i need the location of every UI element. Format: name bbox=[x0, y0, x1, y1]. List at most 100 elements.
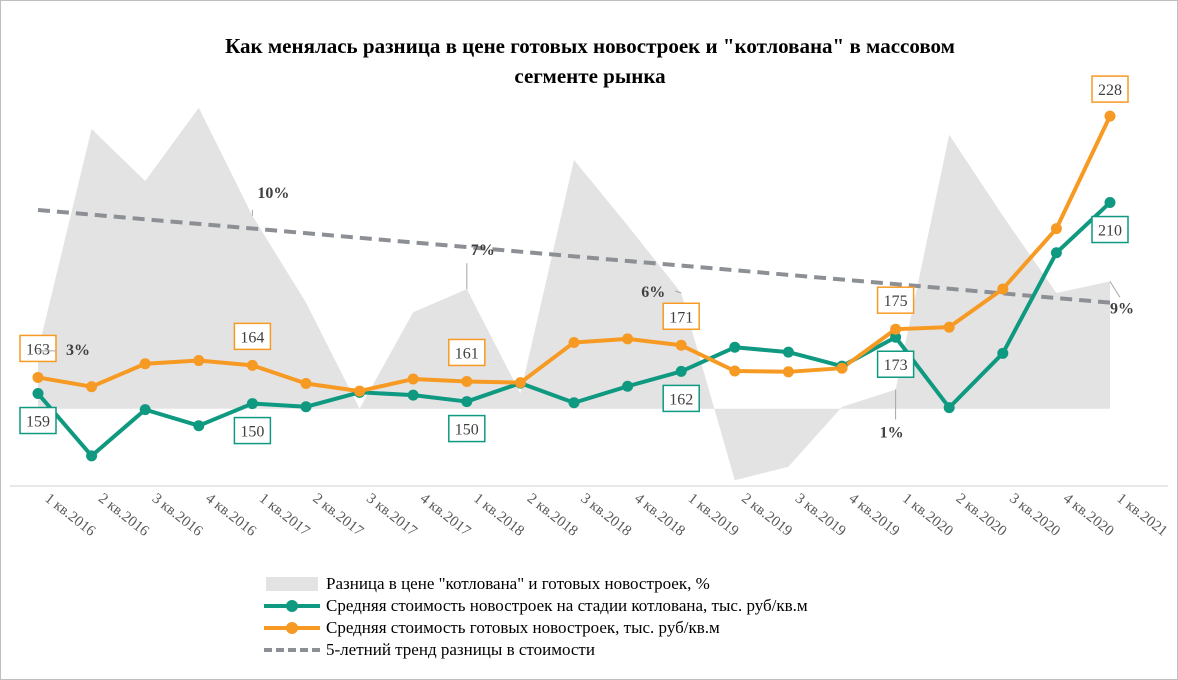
legend-label-difference: Разница в цене "котлована" и готовых нов… bbox=[326, 574, 710, 593]
x-tick-label: 3 кв.2018 bbox=[578, 491, 635, 540]
ready-price-point-9 bbox=[514, 377, 526, 389]
x-tick-label: 3 кв.2016 bbox=[149, 491, 206, 540]
x-tick-label: 2 кв.2019 bbox=[738, 491, 795, 540]
chart-title-line-1: Как менялась разница в цене готовых ново… bbox=[225, 34, 955, 58]
x-tick-label: 2 кв.2017 bbox=[310, 491, 367, 540]
value-label-box bbox=[662, 302, 700, 331]
ready-price-point-15 bbox=[836, 362, 848, 374]
percent-label: 1% bbox=[880, 425, 904, 442]
x-tick-label: 1 кв.2016 bbox=[42, 491, 99, 540]
legend-dashed-line-swatch bbox=[262, 639, 322, 661]
value-label: 210 bbox=[1098, 223, 1122, 240]
foundation-price-point-0 bbox=[32, 388, 44, 400]
value-label-box bbox=[19, 334, 57, 363]
ready-price-point-13 bbox=[729, 365, 741, 377]
value-label: 164 bbox=[240, 329, 264, 346]
x-tick-label: 4 кв.2020 bbox=[1060, 491, 1117, 540]
legend-orange-line-swatch bbox=[262, 617, 322, 639]
ready-price-point-7 bbox=[407, 373, 419, 385]
value-label-box bbox=[876, 350, 915, 378]
legend-item-ready-price: Средняя стоимость готовых новостроек, ты… bbox=[262, 617, 962, 639]
chart-legend: Разница в цене "котлована" и готовых нов… bbox=[262, 573, 962, 661]
x-tick-label: 2 кв.2020 bbox=[953, 491, 1010, 540]
ready-price-point-6 bbox=[354, 385, 366, 397]
percent-label-leader bbox=[1109, 281, 1121, 298]
chart-title-line-2: сегменте рынка bbox=[514, 64, 666, 88]
value-label-box bbox=[1091, 75, 1129, 103]
ready-price-point-16 bbox=[890, 323, 902, 335]
ready-price-point-3 bbox=[193, 355, 205, 367]
foundation-price-point-7 bbox=[407, 389, 419, 401]
legend-item-foundation-price: Средняя стоимость новостроек на стадии к… bbox=[262, 595, 962, 617]
value-label: 159 bbox=[26, 414, 50, 431]
foundation-price-point-16 bbox=[890, 331, 902, 343]
foundation-price-point-4 bbox=[246, 398, 258, 410]
foundation-price-point-3 bbox=[193, 420, 205, 432]
legend-item-difference: Разница в цене "котлована" и готовых нов… bbox=[262, 573, 962, 595]
foundation-price-point-13 bbox=[729, 341, 741, 353]
ready-price-point-19 bbox=[1050, 223, 1062, 235]
percent-label: 7% bbox=[471, 242, 495, 259]
foundation-price-point-19 bbox=[1050, 247, 1062, 259]
value-label: 163 bbox=[26, 341, 50, 358]
x-tick-label: 1 кв.2019 bbox=[685, 491, 742, 540]
value-label: 173 bbox=[884, 357, 908, 374]
x-tick-label: 4 кв.2017 bbox=[417, 491, 474, 540]
legend-label-foundation-price: Средняя стоимость новостроек на стадии к… bbox=[326, 596, 808, 615]
value-label-box bbox=[662, 384, 700, 413]
legend-item-trend: 5-летний тренд разницы в стоимости bbox=[262, 639, 962, 661]
value-label-box bbox=[448, 414, 486, 443]
percent-label-leader bbox=[675, 290, 682, 294]
percent-label: 9% bbox=[1110, 300, 1134, 317]
value-label: 161 bbox=[455, 345, 479, 362]
legend-area-swatch bbox=[262, 573, 322, 595]
value-label-box bbox=[1091, 215, 1129, 244]
value-label-box bbox=[448, 338, 486, 367]
legend-green-line-swatch bbox=[262, 595, 322, 617]
x-tick-label: 4 кв.2016 bbox=[202, 491, 259, 540]
x-tick-label: 1 кв.2020 bbox=[899, 491, 956, 540]
foundation-price-point-14 bbox=[782, 346, 794, 358]
ready-price-point-12 bbox=[675, 339, 687, 351]
legend-label-trend: 5-летний тренд разницы в стоимости bbox=[326, 640, 595, 659]
ready-price-point-11 bbox=[622, 333, 634, 345]
x-tick-label: 2 кв.2016 bbox=[95, 491, 152, 540]
ready-price-point-8 bbox=[461, 375, 473, 387]
ready-price-point-10 bbox=[568, 336, 580, 348]
foundation-price-point-18 bbox=[997, 347, 1009, 359]
foundation-price-point-10 bbox=[568, 397, 580, 409]
x-tick-label: 1 кв.2018 bbox=[470, 491, 527, 540]
ready-price-point-1 bbox=[86, 381, 98, 393]
foundation-price-point-20 bbox=[1104, 197, 1116, 209]
percent-label: 6% bbox=[641, 284, 665, 301]
x-tick-label: 3 кв.2017 bbox=[363, 491, 420, 540]
foundation-price-point-8 bbox=[461, 396, 473, 408]
value-label-box bbox=[19, 406, 57, 435]
percent-label: 10% bbox=[257, 185, 289, 202]
ready-price-point-17 bbox=[943, 321, 955, 333]
trend-line bbox=[37, 208, 1111, 305]
x-tick-label: 4 кв.2019 bbox=[846, 491, 903, 540]
value-label-box bbox=[233, 416, 272, 445]
ready-price-point-14 bbox=[782, 366, 794, 378]
value-label: 175 bbox=[884, 293, 908, 310]
value-label: 150 bbox=[240, 424, 264, 441]
x-tick-label: 1 кв.2021 bbox=[1114, 491, 1171, 540]
value-label: 162 bbox=[669, 391, 693, 408]
x-tick-label: 3 кв.2019 bbox=[792, 491, 849, 540]
foundation-price-point-11 bbox=[622, 380, 634, 392]
percent-label: 3% bbox=[66, 342, 90, 359]
foundation-price-point-5 bbox=[300, 401, 312, 413]
ready-price-point-0 bbox=[32, 371, 44, 383]
value-label: 150 bbox=[455, 422, 479, 439]
ready-price-point-5 bbox=[300, 377, 312, 389]
ready-price-point-18 bbox=[997, 283, 1009, 295]
x-tick-label: 4 кв.2018 bbox=[631, 491, 688, 540]
x-tick-label: 3 кв.2020 bbox=[1006, 491, 1063, 540]
value-label-box bbox=[876, 286, 915, 314]
foundation-price-point-17 bbox=[943, 402, 955, 414]
value-label: 228 bbox=[1098, 82, 1122, 99]
x-tick-label: 1 кв.2017 bbox=[256, 491, 313, 540]
ready-price-point-2 bbox=[139, 358, 151, 370]
